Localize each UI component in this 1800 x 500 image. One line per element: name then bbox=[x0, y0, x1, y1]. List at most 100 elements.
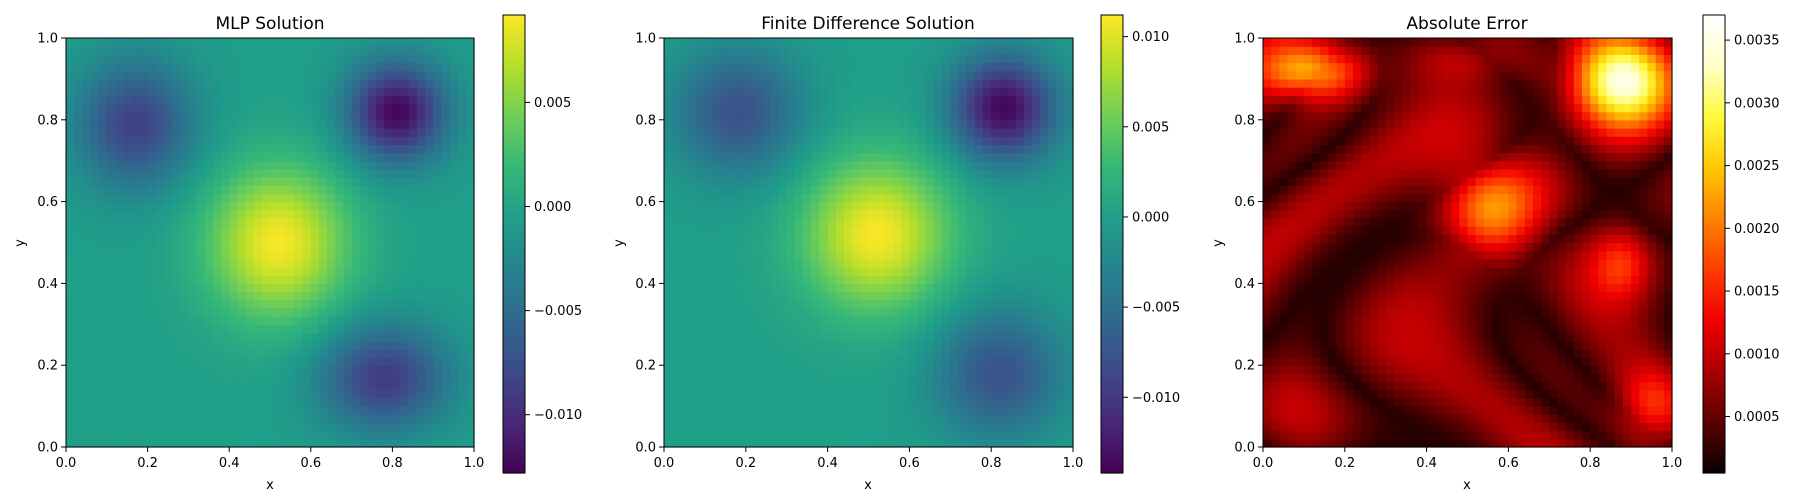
heatmap-cell bbox=[302, 332, 312, 342]
heatmap-cell bbox=[794, 217, 804, 227]
heatmap-cell bbox=[188, 193, 198, 203]
heatmap-cell bbox=[917, 136, 927, 145]
heatmap-cell bbox=[1048, 357, 1058, 366]
heatmap-cell bbox=[212, 324, 222, 334]
heatmap-cell bbox=[819, 307, 829, 317]
heatmap-cell bbox=[114, 381, 124, 391]
heatmap-cell bbox=[778, 119, 788, 129]
heatmap-cell bbox=[933, 299, 943, 309]
heatmap-cell bbox=[221, 209, 230, 219]
heatmap-cell bbox=[664, 201, 673, 211]
heatmap-cell bbox=[696, 357, 706, 366]
heatmap-cell bbox=[819, 299, 829, 309]
heatmap-cell bbox=[212, 381, 222, 391]
heatmap-cell bbox=[74, 414, 83, 424]
heatmap-cell bbox=[729, 373, 739, 383]
heatmap-cell bbox=[408, 299, 418, 309]
heatmap-cell bbox=[983, 193, 992, 203]
heatmap-cell bbox=[721, 152, 731, 162]
heatmap-cell bbox=[1048, 397, 1058, 407]
heatmap-cell bbox=[843, 201, 853, 211]
heatmap-cell bbox=[318, 389, 328, 399]
heatmap-cell bbox=[343, 291, 353, 301]
heatmap-cell bbox=[721, 357, 731, 366]
heatmap-cell bbox=[950, 422, 960, 432]
heatmap-cell bbox=[1064, 307, 1074, 317]
heatmap-cell bbox=[82, 275, 92, 284]
heatmap-cell bbox=[82, 144, 92, 154]
heatmap-cell bbox=[302, 70, 312, 80]
heatmap-cell bbox=[278, 324, 287, 334]
heatmap-cell bbox=[180, 119, 189, 129]
heatmap-cell bbox=[933, 127, 943, 137]
heatmap-cell bbox=[237, 144, 247, 154]
heatmap-cell bbox=[999, 283, 1009, 293]
heatmap-cell bbox=[245, 365, 255, 374]
heatmap-cell bbox=[737, 168, 747, 178]
heatmap-cell bbox=[465, 340, 475, 350]
heatmap-cell bbox=[958, 307, 968, 317]
heatmap-cell bbox=[827, 316, 837, 325]
heatmap-cell bbox=[803, 119, 812, 129]
heatmap-cell bbox=[762, 78, 771, 88]
heatmap-cell bbox=[204, 357, 214, 366]
heatmap-cell bbox=[204, 422, 214, 432]
heatmap-cell bbox=[302, 267, 312, 276]
heatmap-cell bbox=[680, 152, 690, 162]
heatmap-cell bbox=[753, 160, 763, 170]
heatmap-cell bbox=[114, 54, 124, 64]
heatmap-cell bbox=[392, 103, 402, 113]
heatmap-cell bbox=[901, 87, 910, 96]
heatmap-cell bbox=[680, 242, 690, 252]
heatmap-cell bbox=[433, 95, 442, 105]
heatmap-cell bbox=[901, 119, 910, 129]
heatmap-cell bbox=[704, 299, 714, 309]
heatmap-cell bbox=[811, 283, 821, 293]
heatmap-cell bbox=[688, 316, 698, 325]
heatmap-cell bbox=[664, 217, 673, 227]
heatmap-cell bbox=[327, 250, 336, 260]
heatmap-cell bbox=[343, 87, 353, 96]
heatmap-cell bbox=[327, 38, 336, 47]
heatmap-cell bbox=[188, 324, 198, 334]
heatmap-cell bbox=[786, 95, 796, 105]
heatmap-cell bbox=[147, 62, 157, 72]
heatmap-cell bbox=[868, 234, 878, 244]
heatmap-cell bbox=[278, 193, 287, 203]
heatmap-cell bbox=[106, 217, 116, 227]
heatmap-cell bbox=[933, 250, 943, 260]
heatmap-cell bbox=[778, 340, 788, 350]
heatmap-cell bbox=[204, 406, 214, 415]
heatmap-cell bbox=[261, 397, 271, 407]
heatmap-cell bbox=[359, 414, 369, 424]
heatmap-cell bbox=[729, 78, 739, 88]
heatmap-cell bbox=[204, 62, 214, 72]
heatmap-cell bbox=[893, 217, 902, 227]
heatmap-cell bbox=[713, 283, 722, 293]
heatmap-cell bbox=[1064, 324, 1074, 334]
heatmap-cell bbox=[1064, 152, 1074, 162]
heatmap-cell bbox=[983, 307, 992, 317]
heatmap-cell bbox=[82, 70, 92, 80]
heatmap-cell bbox=[843, 160, 853, 170]
heatmap-cell bbox=[367, 406, 377, 415]
heatmap-cell bbox=[1056, 373, 1066, 383]
heatmap-cell bbox=[155, 168, 165, 178]
heatmap-cell bbox=[909, 242, 919, 252]
heatmap-cell bbox=[376, 226, 385, 235]
heatmap-cell bbox=[172, 389, 181, 399]
heatmap-cell bbox=[737, 258, 747, 268]
heatmap-cell bbox=[1056, 250, 1066, 260]
heatmap-cell bbox=[416, 54, 426, 64]
colorbar-segment bbox=[503, 278, 525, 283]
heatmap-cell bbox=[925, 234, 935, 244]
heatmap-cell bbox=[147, 234, 157, 244]
heatmap-cell bbox=[278, 267, 287, 276]
heatmap-cell bbox=[310, 397, 320, 407]
heatmap-cell bbox=[901, 283, 910, 293]
colorbar-segment bbox=[503, 179, 525, 184]
heatmap-cell bbox=[672, 152, 681, 162]
heatmap-cell bbox=[425, 70, 434, 80]
heatmap-cell bbox=[835, 267, 845, 276]
heatmap-cell bbox=[294, 258, 304, 268]
